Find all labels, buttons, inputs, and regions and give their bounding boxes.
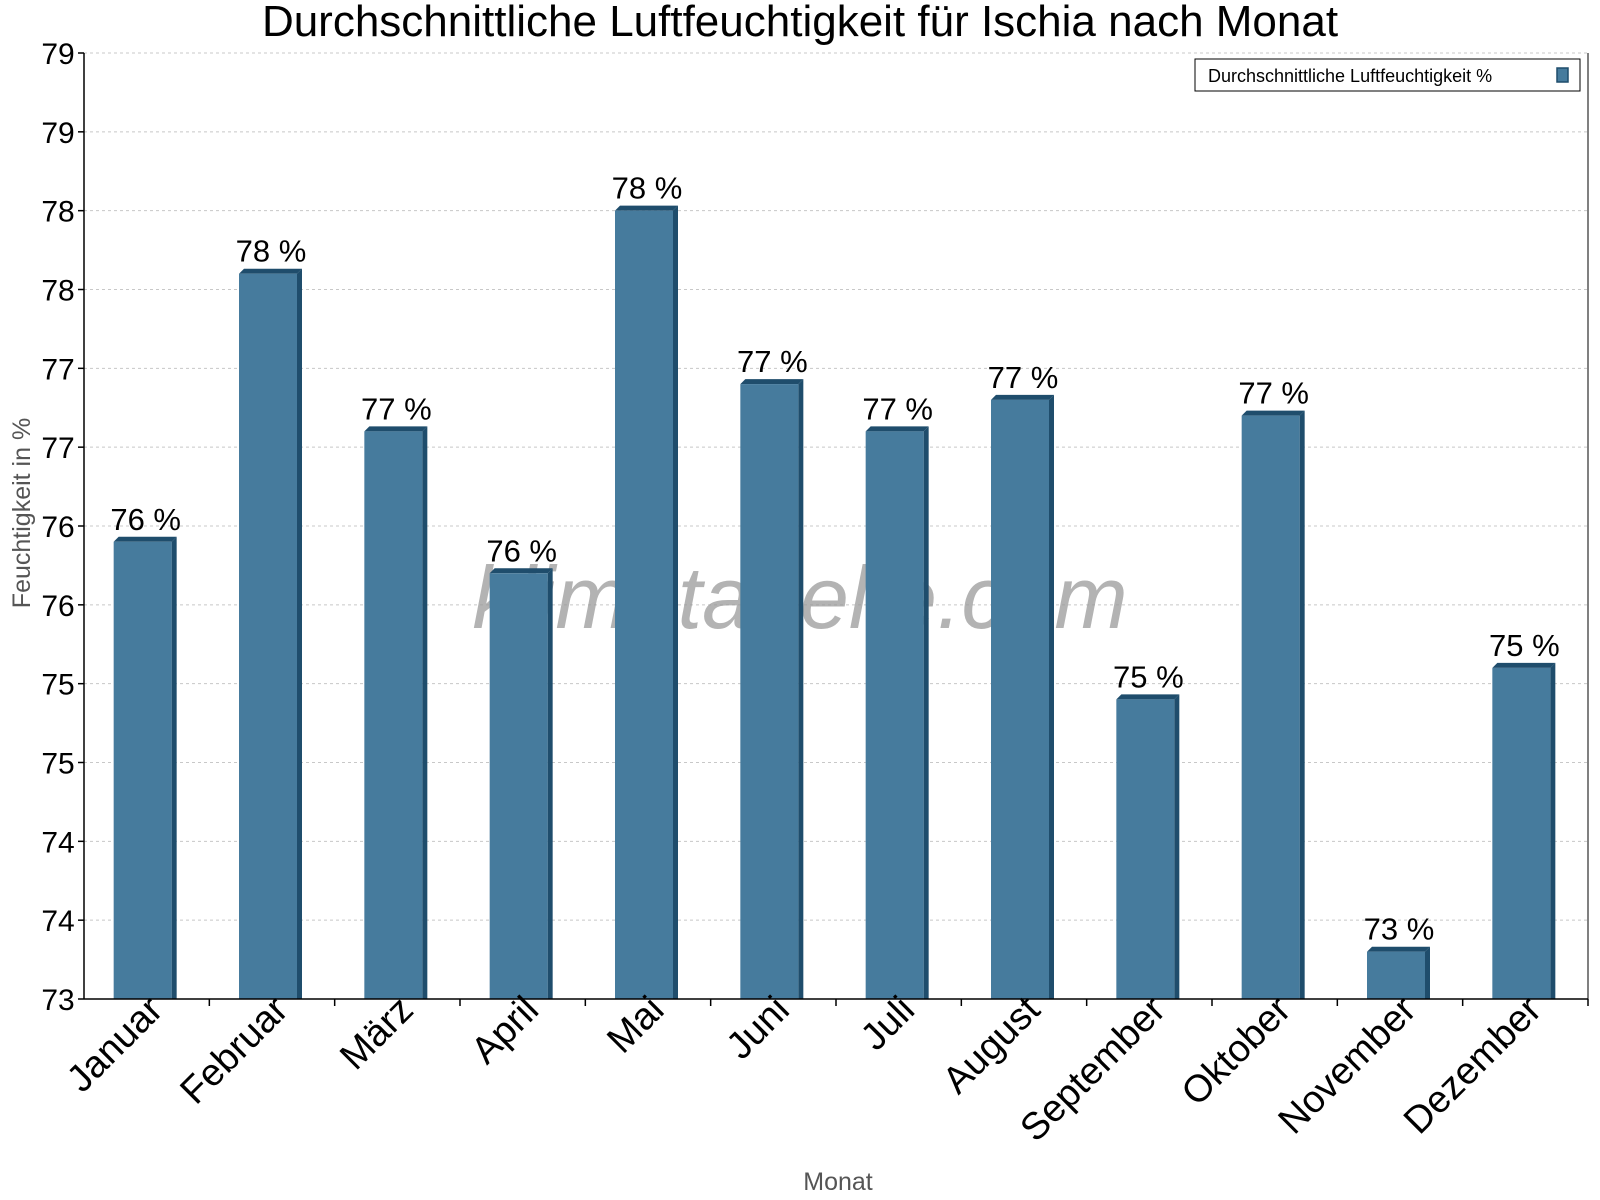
data-label: 76 %: [486, 533, 557, 568]
bar: [1116, 694, 1180, 999]
x-axis-ticks: Januar Februar März April Mai Juni Juli AugustS…: [59, 988, 1589, 1150]
bar: [364, 426, 428, 999]
y-tick-label: 76: [41, 511, 74, 544]
y-axis-ticks: 73 74 74 75 75 76 76 77 77 78 78 79 79: [41, 38, 84, 1017]
y-tick-label: 75: [41, 669, 74, 702]
bar: [239, 268, 302, 999]
data-labels: 76 % 78 % 77 % 76 % 78 % 77 % 77 % 77 % 75 % 77 %…: [110, 171, 1559, 947]
bar: [865, 426, 929, 999]
gridlines: [84, 52, 1588, 1000]
data-label: 77 %: [862, 391, 933, 426]
y-axis-label: Feuchtigkeit in %: [8, 418, 36, 608]
y-tick-label: 79: [41, 117, 74, 150]
bar: [1367, 946, 1430, 999]
y-tick-label: 73: [41, 984, 74, 1017]
y-tick-label: 74: [41, 905, 74, 938]
y-tick-label: 76: [41, 590, 74, 623]
data-label: 77 %: [361, 391, 432, 426]
x-tick-label: Dezember: [1396, 988, 1550, 1142]
data-label: 77 %: [1238, 376, 1309, 411]
bar: [1241, 410, 1305, 1000]
y-tick-label: 79: [41, 38, 74, 71]
x-tick-label: April: [464, 989, 547, 1072]
y-tick-label: 78: [41, 196, 74, 229]
chart-title: Durchschnittliche Luftfeuchtigkeit für I…: [262, 0, 1338, 46]
bar: [740, 379, 804, 1000]
legend-label: Durchschnittliche Luftfeuchtigkeit %: [1208, 66, 1492, 86]
bar: [991, 394, 1054, 999]
x-tick-label: Juni: [719, 989, 798, 1068]
data-label: 75 %: [1489, 628, 1560, 663]
y-tick-label: 78: [41, 275, 74, 308]
x-tick-label: Januar: [59, 988, 171, 1100]
bars: [113, 205, 1556, 1000]
x-axis-label: Monat: [803, 1168, 873, 1196]
data-label: 77 %: [988, 360, 1059, 395]
data-label: 76 %: [110, 502, 181, 537]
bar: [489, 568, 553, 999]
data-label: 77 %: [737, 344, 808, 379]
legend: Durchschnittliche Luftfeuchtigkeit %: [1194, 58, 1581, 92]
data-label: 73 %: [1364, 912, 1435, 947]
y-tick-label: 77: [41, 432, 74, 465]
legend-box: [1194, 58, 1581, 92]
data-label: 78 %: [236, 234, 307, 269]
legend-swatch: [1556, 67, 1569, 83]
x-tick-label: Oktober: [1174, 988, 1300, 1114]
data-label: 75 %: [1113, 659, 1184, 694]
bar: [615, 205, 678, 999]
x-tick-label: August: [935, 988, 1049, 1102]
bar: [113, 536, 177, 999]
x-tick-label: März: [332, 989, 421, 1078]
bar: [1492, 662, 1556, 999]
data-label: 78 %: [612, 171, 683, 206]
y-tick-label: 77: [41, 353, 74, 386]
x-tick-label: Februar: [173, 988, 297, 1112]
y-tick-label: 75: [41, 748, 74, 781]
y-tick-label: 74: [41, 826, 74, 859]
